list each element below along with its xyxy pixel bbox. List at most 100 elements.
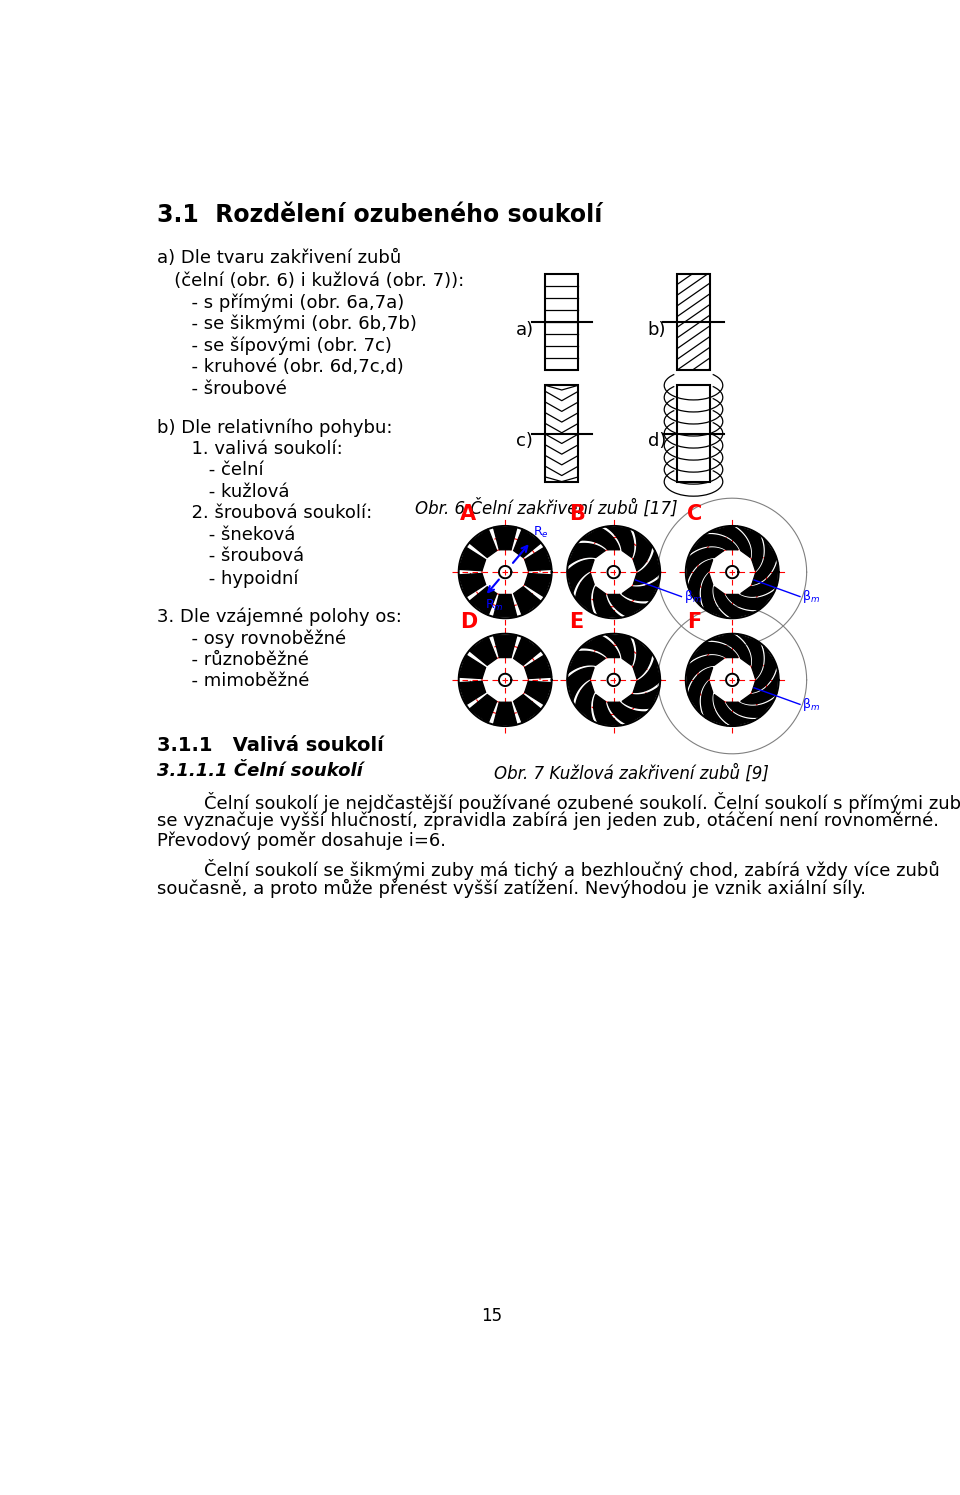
Text: 3.1  Rozdělení ozubeného soukolí: 3.1 Rozdělení ozubeného soukolí (157, 202, 603, 227)
Polygon shape (514, 586, 541, 614)
Polygon shape (708, 526, 751, 558)
Polygon shape (567, 559, 594, 594)
Text: Převodový poměr dosahuje i=6.: Převodový poměr dosahuje i=6. (157, 831, 446, 851)
Text: β$_m$: β$_m$ (684, 588, 702, 605)
Polygon shape (737, 526, 763, 571)
Polygon shape (634, 658, 660, 692)
Polygon shape (493, 595, 516, 617)
Text: se vyznačuje vyšší hlučností, zpravidla zabírá jen jeden zub, otáčení není rovno: se vyznačuje vyšší hlučností, zpravidla … (157, 812, 939, 830)
Polygon shape (686, 656, 724, 689)
Text: - s přímými (obr. 6a,7a): - s přímými (obr. 6a,7a) (157, 293, 404, 312)
Polygon shape (469, 529, 496, 558)
Text: - kruhové (obr. 6d,7c,d): - kruhové (obr. 6d,7c,d) (157, 357, 404, 377)
Text: - šneková: - šneková (157, 526, 296, 544)
Polygon shape (580, 635, 619, 658)
Text: - čelní: - čelní (157, 462, 264, 480)
Text: - šroubové: - šroubové (157, 380, 287, 398)
Polygon shape (741, 562, 778, 597)
Polygon shape (576, 574, 594, 613)
Polygon shape (727, 698, 775, 718)
Polygon shape (493, 703, 516, 725)
Polygon shape (634, 531, 652, 571)
Polygon shape (459, 682, 486, 704)
Polygon shape (514, 529, 541, 558)
Polygon shape (459, 655, 486, 679)
Text: B: B (568, 504, 585, 525)
Polygon shape (688, 559, 712, 607)
Polygon shape (686, 549, 724, 582)
Polygon shape (689, 643, 738, 661)
Polygon shape (608, 703, 647, 724)
Text: 1. valivá soukolí:: 1. valivá soukolí: (157, 440, 343, 457)
Polygon shape (752, 646, 777, 692)
Bar (545, 386, 578, 481)
Polygon shape (459, 547, 486, 571)
Polygon shape (525, 655, 552, 679)
Text: - hypoidní: - hypoidní (157, 570, 299, 588)
Text: - osy rovnoběžné: - osy rovnoběžné (157, 629, 347, 647)
Text: Obr. 7 Kužlová zakřivení zubů [9]: Obr. 7 Kužlová zakřivení zubů [9] (494, 764, 769, 783)
Polygon shape (727, 591, 775, 610)
Polygon shape (737, 634, 763, 679)
Text: Čelní soukolí je nejdčastější používané ozubené soukolí. Čelní soukolí s přímými: Čelní soukolí je nejdčastější používané … (204, 791, 960, 813)
Polygon shape (493, 635, 516, 658)
Polygon shape (689, 535, 738, 553)
Polygon shape (622, 686, 660, 709)
Text: - mimoběžné: - mimoběžné (157, 673, 309, 691)
Polygon shape (514, 637, 541, 665)
Text: D: D (460, 611, 477, 632)
Polygon shape (567, 652, 605, 674)
Text: R$_e$: R$_e$ (533, 525, 549, 541)
Polygon shape (714, 695, 756, 727)
Polygon shape (741, 670, 778, 704)
Polygon shape (580, 528, 619, 550)
Polygon shape (708, 634, 751, 665)
Text: 3.1.1   Valivá soukolí: 3.1.1 Valivá soukolí (157, 736, 384, 755)
Polygon shape (622, 579, 660, 601)
Bar (677, 386, 709, 481)
Text: C: C (687, 504, 703, 525)
Polygon shape (714, 586, 756, 619)
Polygon shape (606, 634, 634, 665)
Text: Obr. 6 Čelní zakřivení zubů [17]: Obr. 6 Čelní zakřivení zubů [17] (415, 499, 678, 519)
Text: - kužlová: - kužlová (157, 483, 290, 501)
Polygon shape (576, 682, 594, 722)
Text: Čelní soukolí se šikmými zuby má tichý a bezhloučný chod, zabírá vždy více zubů: Čelní soukolí se šikmými zuby má tichý a… (204, 860, 940, 881)
Text: 15: 15 (481, 1308, 503, 1326)
Text: β$_m$: β$_m$ (803, 588, 821, 605)
Text: - šroubová: - šroubová (157, 547, 304, 565)
Polygon shape (469, 586, 496, 614)
Polygon shape (606, 526, 634, 558)
Text: b): b) (648, 320, 666, 338)
Text: (čelní (obr. 6) i kužlová (obr. 7)):: (čelní (obr. 6) i kužlová (obr. 7)): (157, 272, 465, 290)
Text: c): c) (516, 432, 533, 450)
Bar (677, 274, 709, 369)
Polygon shape (469, 695, 496, 724)
Polygon shape (752, 538, 777, 585)
Text: - se šípovými (obr. 7c): - se šípovými (obr. 7c) (157, 336, 392, 354)
Polygon shape (459, 574, 486, 597)
Polygon shape (593, 586, 622, 617)
Text: - se šikmými (obr. 6b,7b): - se šikmými (obr. 6b,7b) (157, 315, 417, 333)
Polygon shape (634, 550, 660, 585)
Text: 2. šroubová soukolí:: 2. šroubová soukolí: (157, 504, 372, 522)
Polygon shape (514, 695, 541, 724)
Text: R$_m$: R$_m$ (485, 598, 504, 613)
Polygon shape (702, 574, 728, 617)
Text: b) Dle relativního pohybu:: b) Dle relativního pohybu: (157, 419, 393, 437)
Polygon shape (567, 667, 594, 701)
Bar (545, 274, 578, 369)
Polygon shape (593, 695, 622, 725)
Polygon shape (608, 595, 647, 616)
Polygon shape (525, 682, 552, 704)
Polygon shape (702, 682, 728, 727)
Text: a): a) (516, 320, 534, 338)
Polygon shape (469, 637, 496, 665)
Polygon shape (567, 544, 605, 565)
Polygon shape (525, 574, 552, 597)
Polygon shape (634, 638, 652, 679)
Text: F: F (687, 611, 702, 632)
Text: 3.1.1.1 Čelní soukolí: 3.1.1.1 Čelní soukolí (157, 762, 363, 780)
Text: - různoběžné: - různoběžné (157, 650, 309, 668)
Text: β$_m$: β$_m$ (803, 695, 821, 713)
